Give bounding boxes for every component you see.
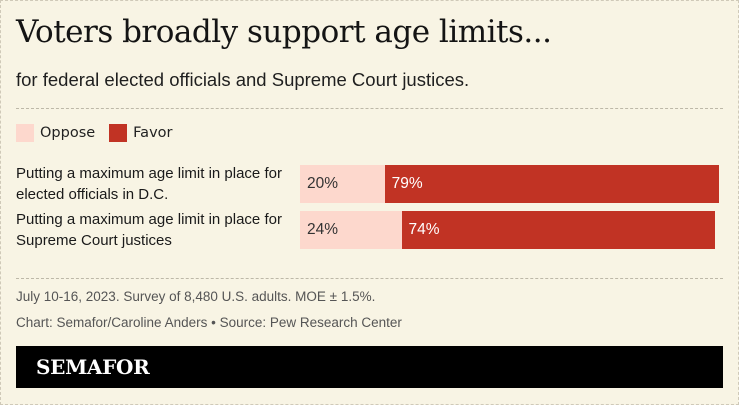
- legend: Oppose Favor: [16, 124, 186, 142]
- category-label: Putting a maximum age limit in place for…: [16, 165, 282, 203]
- legend-item-oppose: Oppose: [16, 124, 95, 142]
- data-label: 79%: [391, 175, 423, 192]
- chart-credit: Chart: Semafor/Caroline Anders • Source:…: [16, 315, 402, 330]
- brand-logo: SEMAFOR: [36, 355, 150, 379]
- bottom-divider: [16, 278, 723, 279]
- bar-oppose: 20%: [300, 165, 385, 203]
- chart-title: Voters broadly support age limits...: [16, 14, 552, 50]
- chart-subtitle: for federal elected officials and Suprem…: [16, 69, 470, 90]
- data-label: 24%: [307, 221, 339, 238]
- top-divider: [16, 108, 723, 109]
- category-label: Putting a maximum age limit in place for…: [16, 211, 282, 249]
- bar-favor: 74%: [401, 211, 715, 249]
- survey-note: July 10-16, 2023. Survey of 8,480 U.S. a…: [16, 289, 376, 304]
- legend-swatch-oppose: [16, 124, 34, 142]
- legend-item-favor: Favor: [109, 124, 172, 142]
- legend-label-oppose: Oppose: [40, 125, 96, 141]
- bar-favor: 79%: [384, 165, 719, 203]
- bar-oppose: 24%: [300, 211, 402, 249]
- legend-label-favor: Favor: [133, 125, 173, 141]
- data-label: 74%: [408, 221, 440, 238]
- brand-bar: SEMAFOR: [16, 346, 723, 388]
- legend-swatch-favor: [109, 124, 128, 142]
- data-label: 20%: [307, 175, 339, 192]
